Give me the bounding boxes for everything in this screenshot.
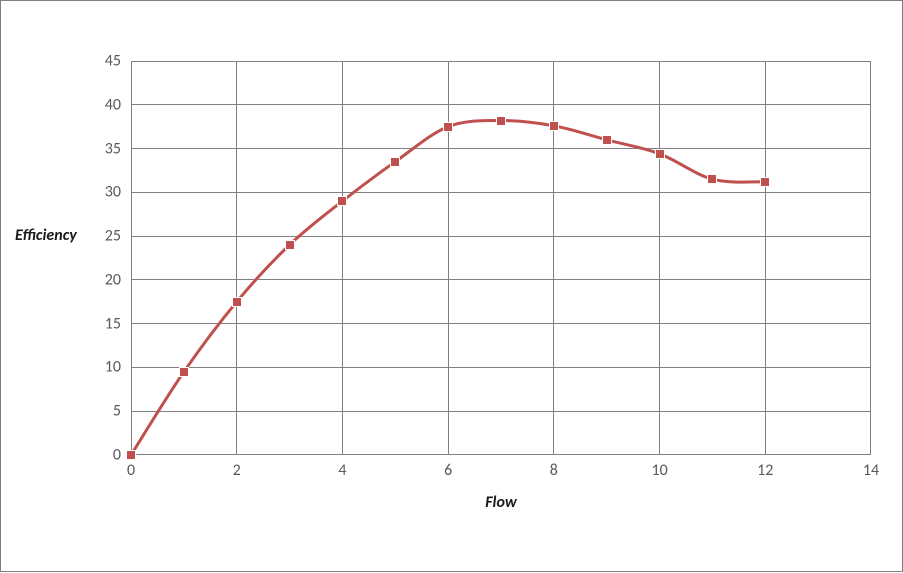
data-marker xyxy=(549,121,559,131)
data-marker xyxy=(443,122,453,132)
series-line-svg xyxy=(1,1,903,573)
data-marker xyxy=(232,297,242,307)
data-marker xyxy=(179,367,189,377)
data-marker xyxy=(390,157,400,167)
series-line xyxy=(131,121,765,455)
data-marker xyxy=(655,149,665,159)
data-marker xyxy=(285,240,295,250)
data-marker xyxy=(760,177,770,187)
data-marker xyxy=(337,196,347,206)
data-marker xyxy=(602,135,612,145)
data-marker xyxy=(496,116,506,126)
chart-frame: Efficiency Flow 051015202530354045024681… xyxy=(0,0,903,572)
data-marker xyxy=(707,174,717,184)
data-marker xyxy=(126,450,136,460)
